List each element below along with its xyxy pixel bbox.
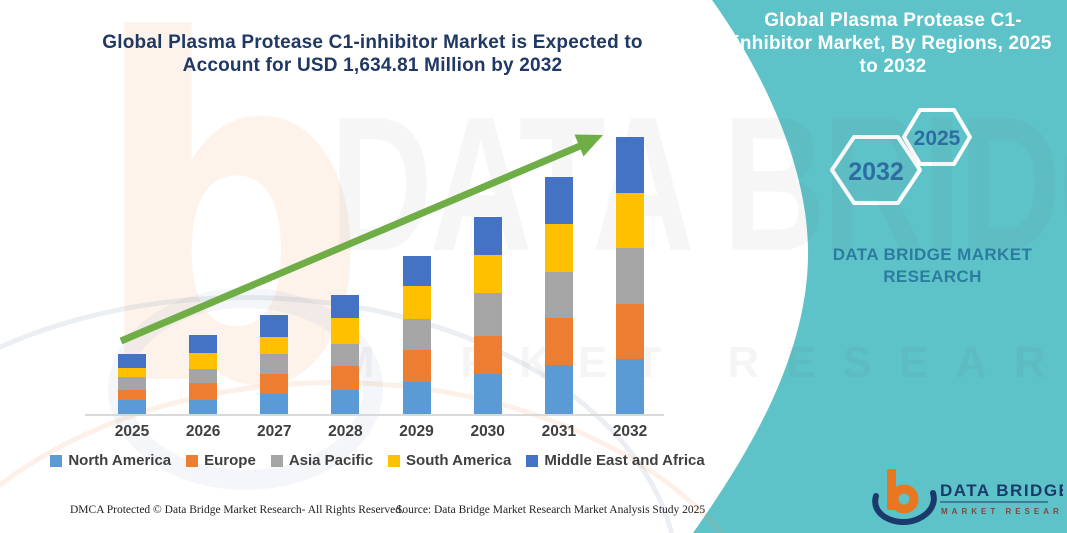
- stacked-bar-2027: [260, 315, 289, 414]
- page-title: Global Plasma Protease C1-inhibitor Mark…: [102, 32, 643, 76]
- bar-segment: [260, 337, 289, 355]
- legend-swatch: [270, 454, 283, 467]
- bar-segment: [189, 335, 218, 354]
- stacked-bar-2025: [118, 354, 146, 414]
- legend-item: Middle East and Africa: [526, 452, 705, 469]
- dmca-notice: DMCA Protected © Data Bridge Market Rese…: [70, 504, 404, 516]
- x-tick-label: 2025: [114, 423, 150, 440]
- bar-segment: [616, 192, 644, 248]
- bar-segment: [616, 137, 644, 193]
- x-tick-label: 2030: [470, 423, 505, 440]
- bar-segment: [118, 377, 146, 390]
- legend-label: Asia Pacific: [288, 452, 374, 469]
- stacked-bar-2028: [331, 295, 360, 414]
- x-tick-label: 2031: [541, 423, 577, 440]
- bar-segment: [331, 366, 360, 391]
- hexagon-2025: [902, 108, 972, 166]
- bar-segment: [260, 315, 289, 338]
- source-note: Source: Data Bridge Market Research Mark…: [396, 504, 706, 516]
- bar-segment: [118, 354, 146, 368]
- stacked-bar-2032: [616, 137, 644, 414]
- legend-label: North America: [68, 452, 172, 469]
- legend-item: North America: [50, 452, 171, 469]
- legend-item: Europe: [186, 452, 256, 469]
- bar-segment: [260, 354, 289, 374]
- bar-segment: [189, 369, 218, 384]
- legend-swatch: [526, 454, 539, 467]
- bar-segment: [118, 400, 146, 414]
- legend-swatch: [50, 454, 63, 467]
- bar-segment: [544, 271, 573, 319]
- bar-segment: [189, 353, 218, 370]
- stacked-bar-2031: [544, 176, 573, 414]
- bar-segment: [473, 254, 502, 294]
- bar-segment: [402, 255, 431, 287]
- bar-segment: [402, 381, 431, 414]
- hexagon-2025-label: 2025: [914, 127, 961, 150]
- hexagon-2032: [830, 135, 922, 205]
- legend-item: South America: [388, 452, 511, 469]
- x-tick-label: 2026: [185, 423, 221, 440]
- stacked-bar-2026: [189, 335, 218, 414]
- bar-segment: [118, 389, 146, 401]
- bar-segment: [616, 247, 644, 304]
- bar-segment: [189, 383, 218, 400]
- stacked-bar-2030: [473, 216, 502, 414]
- legend-swatch: [388, 454, 401, 467]
- chart-legend: North America Europe Asia Pacific South Ame…: [50, 452, 705, 469]
- company-logo: DATA BRIDGE MARKET RESEARCH: [872, 469, 1063, 526]
- trend-arrow-head: [574, 134, 603, 157]
- bar-segment: [402, 286, 431, 319]
- bar-segment: [189, 399, 218, 414]
- x-tick-label: 2028: [328, 423, 363, 440]
- bar-segment: [331, 390, 360, 414]
- bar-segment: [260, 373, 289, 395]
- bar-segment: [473, 293, 502, 336]
- bar-segment: [402, 349, 431, 382]
- legend-label: Europe: [204, 452, 256, 469]
- brand-caption: DATA BRIDGE MARKET RESEARCH: [832, 245, 1033, 286]
- bar-segment: [260, 394, 289, 414]
- bar-segment: [544, 365, 573, 414]
- bar-segment: [473, 216, 502, 255]
- bar-segment: [544, 318, 573, 366]
- bar-segment: [544, 223, 573, 272]
- x-tick-label: 2029: [399, 423, 434, 440]
- legend-swatch: [186, 454, 199, 467]
- bar-segment: [331, 318, 360, 344]
- x-tick-label: 2027: [257, 423, 292, 440]
- hexagon-2032-label: 2032: [848, 158, 904, 186]
- logo-tagline-text: MARKET RESEARCH: [941, 507, 1063, 516]
- logo-brand-text: DATA BRIDGE: [940, 481, 1063, 500]
- bar-segment: [473, 335, 502, 374]
- bar-segment: [544, 176, 573, 224]
- bar-segment: [473, 373, 502, 414]
- legend-item: Asia Pacific: [270, 452, 374, 469]
- bar-segment: [331, 295, 360, 319]
- x-axis-line: [85, 414, 664, 416]
- teal-curved-panel: [693, 0, 1067, 533]
- x-tick-label: 2032: [612, 423, 648, 440]
- stacked-bar-2029: [402, 255, 431, 414]
- data-bridge-logo-icon: [872, 469, 937, 526]
- side-panel-title: Global Plasma Protease C1-inhibitor Mark…: [734, 10, 1052, 77]
- bar-segment: [118, 367, 146, 378]
- bar-segment: [402, 318, 431, 350]
- bar-segment: [616, 303, 644, 359]
- legend-label: Middle East and Africa: [544, 452, 705, 469]
- bar-segment: [331, 343, 360, 367]
- bar-segment: [616, 358, 644, 414]
- legend-label: South America: [406, 452, 512, 469]
